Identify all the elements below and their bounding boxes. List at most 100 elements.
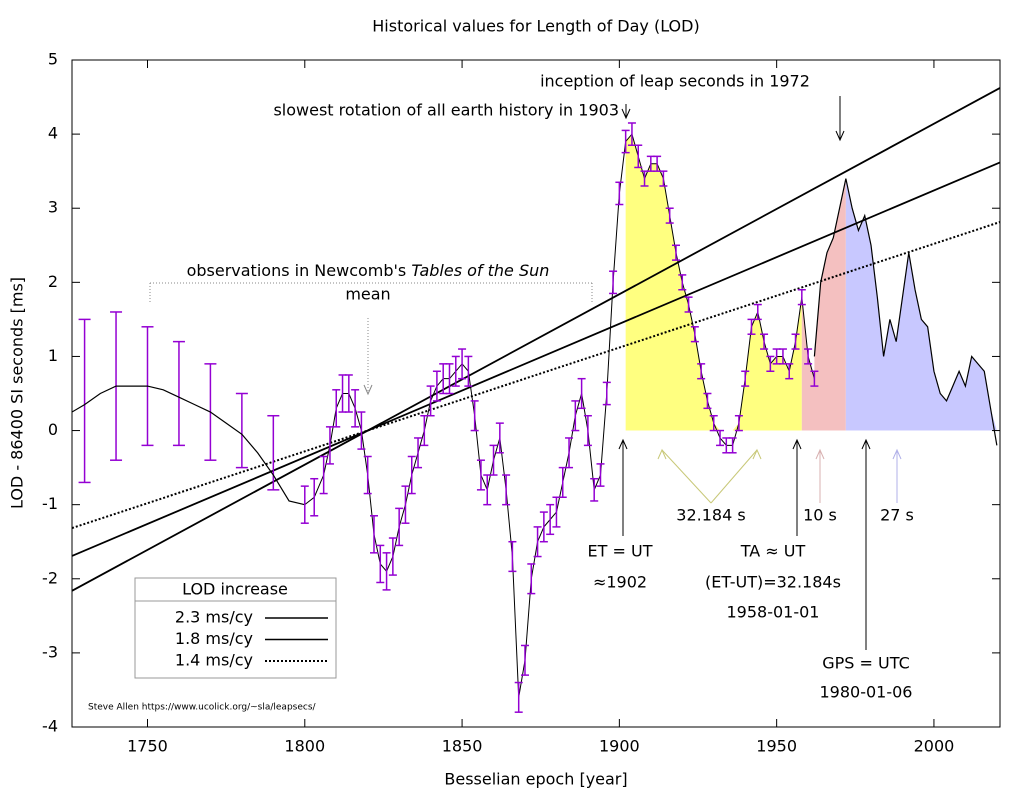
error-bar [344,374,353,413]
error-bar [678,274,687,291]
error-bar [235,392,248,469]
error-bar [734,414,743,432]
error-bar [583,414,592,447]
arrow-head [621,108,631,120]
error-bar [495,422,504,454]
y-tick-label: -4 [42,717,58,736]
x-tick-label: 1950 [756,737,797,756]
error-bar [659,170,668,187]
error-bar [716,429,725,447]
plot-area [72,87,1000,713]
y-tick-label: -1 [42,494,58,513]
error-bar [728,437,737,454]
error-bar [577,377,586,410]
y-tick-label: 1 [48,346,58,365]
error-bar [357,411,366,450]
error-bar [78,318,91,484]
overlay: 1750 1800 1850 1900 1950 2000 -4 -3 -2 -1 0 1 2 3 4 5 in… [42,50,1001,756]
error-bar [671,244,680,261]
annotation: observations in Newcomb's Tables of the … [187,261,550,280]
arrow-head [835,130,845,142]
error-bar [621,129,630,154]
error-bar [520,644,529,676]
annotation: TA ≈ UT [740,542,806,561]
error-bar [464,355,473,387]
error-bar [388,537,397,576]
annotation: 27 s [880,506,914,525]
error-bar [533,526,542,558]
error-bar [458,348,467,380]
x-tick-label: 1850 [442,737,483,756]
error-bar [376,544,385,584]
error-bar [527,563,536,595]
error-bar [565,437,574,469]
y-tick-label: 5 [48,50,58,69]
annotation: inception of leap seconds in 1972 [540,72,810,91]
arrow-head [618,438,628,450]
y-axis-label: LOD - 86400 SI seconds [ms] [8,277,27,509]
error-bar [489,444,498,476]
error-bar [369,515,378,554]
annotation-line [710,449,758,504]
error-bar [319,455,328,495]
error-bar [414,437,423,469]
x-tick-label: 1750 [127,737,168,756]
error-bar [766,355,775,373]
error-bar [401,485,410,524]
plot-frame [71,59,1001,728]
error-bar [590,477,599,502]
error-bar [332,389,341,428]
error-bar [451,355,460,387]
arrow-head [792,438,802,450]
trend-line [72,221,1000,530]
error-bar [395,507,404,547]
region-fill [845,178,997,431]
region-fill [801,178,846,431]
legend-label: 1.4 ms/cy [175,651,253,670]
error-bar [514,681,523,713]
y-tick-label: -3 [42,642,58,661]
series-line [813,178,998,446]
error-bar [791,333,800,350]
error-bar [690,326,699,343]
annotation: ET = UT [588,542,653,561]
annotation: 32.184 s [676,506,745,525]
arrow-head [752,448,762,460]
error-bar [634,144,643,169]
error-bar [382,552,391,591]
x-tick-label: 2000 [914,737,955,756]
error-bar [310,477,319,517]
annotation: 10 s [803,506,837,525]
error-bar [804,348,813,365]
annotation-part: Tables of the Sun [411,261,549,280]
error-bar [571,400,580,432]
error-bar [351,389,360,428]
x-tick-label: 1900 [599,737,640,756]
error-bar [558,466,567,499]
error-bar [552,496,561,528]
error-bar [445,363,454,395]
arrow-head [657,448,667,460]
y-tick-label: 0 [48,420,58,439]
annotation: (ET-UT)=32.184s [705,573,841,592]
error-bar [470,400,479,432]
legend-label: 2.3 ms/cy [175,608,253,627]
error-bar [300,485,309,524]
error-bar [810,370,819,387]
error-bar [267,414,280,491]
y-tick-label: -2 [42,568,58,587]
error-bar [596,463,605,487]
error-bar [476,459,485,491]
chart-title: Historical values for Length of Day (LOD… [372,17,699,36]
error-bar [546,503,555,536]
annotation: 1980-01-06 [820,683,913,702]
error-bar [426,385,435,417]
arrow-head [363,384,373,396]
error-bar [760,333,769,350]
error-bar [684,296,693,313]
annotation: mean [345,285,390,304]
arrow-head [861,438,871,450]
y-tick-label: 3 [48,198,58,217]
annotation: 1958-01-01 [727,603,820,622]
